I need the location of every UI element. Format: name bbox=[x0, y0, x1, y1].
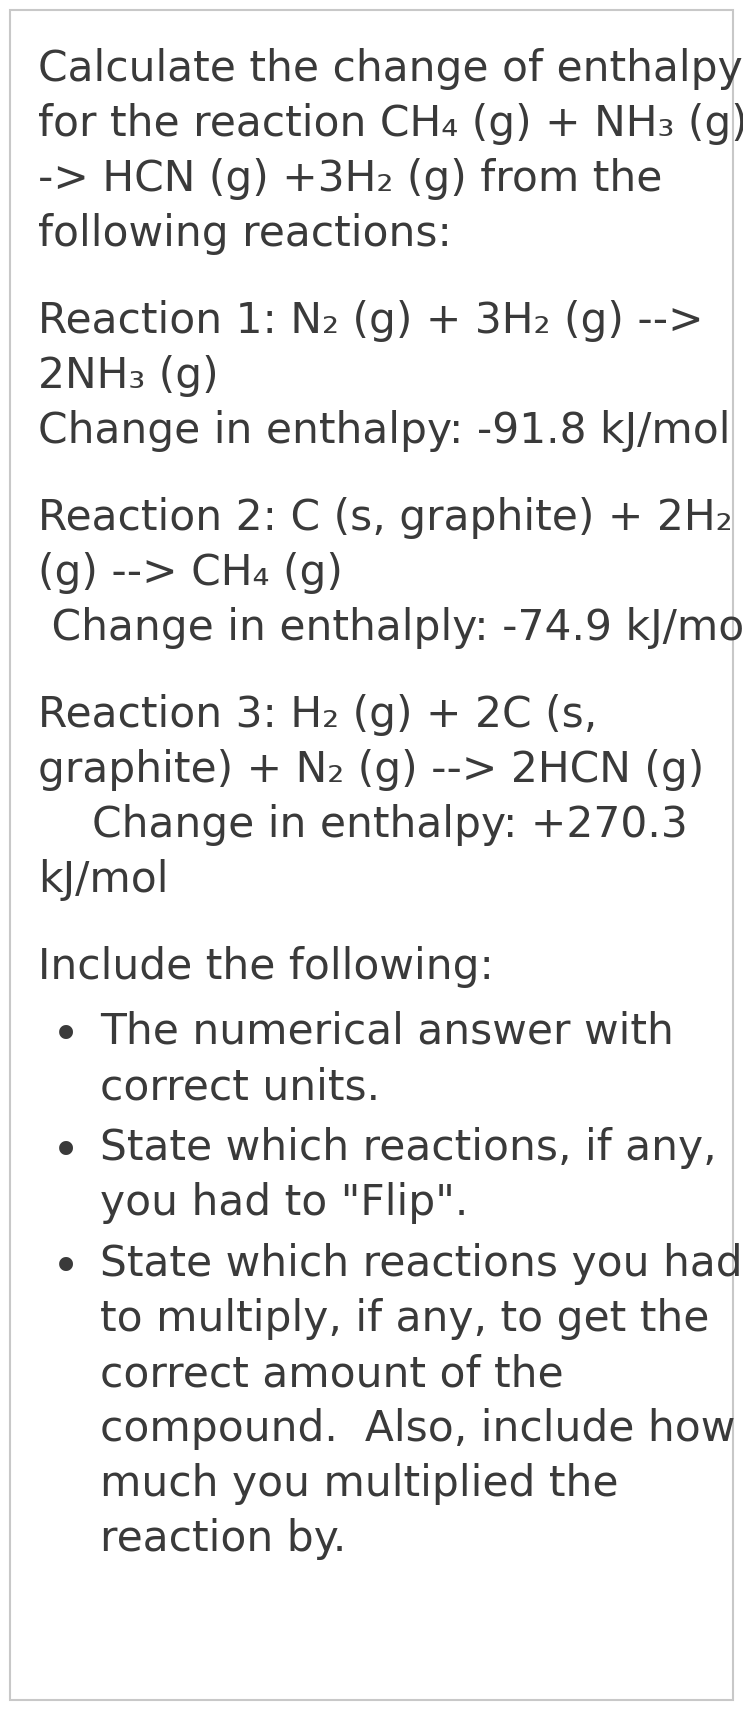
Text: you had to "Flip".: you had to "Flip". bbox=[100, 1182, 468, 1224]
Text: -> HCN (g) +3H₂ (g) from the: -> HCN (g) +3H₂ (g) from the bbox=[38, 157, 662, 200]
Text: graphite) + N₂ (g) --> 2HCN (g): graphite) + N₂ (g) --> 2HCN (g) bbox=[38, 749, 704, 792]
Text: correct units.: correct units. bbox=[100, 1065, 380, 1108]
Text: for the reaction CH₄ (g) + NH₃ (g) -: for the reaction CH₄ (g) + NH₃ (g) - bbox=[38, 103, 743, 145]
Text: Change in enthalply: -74.9 kJ/mol: Change in enthalply: -74.9 kJ/mol bbox=[38, 607, 743, 650]
Text: (g) --> CH₄ (g): (g) --> CH₄ (g) bbox=[38, 552, 343, 593]
Text: following reactions:: following reactions: bbox=[38, 214, 452, 255]
Text: Include the following:: Include the following: bbox=[38, 946, 494, 988]
Text: Change in enthalpy: -91.8 kJ/mol: Change in enthalpy: -91.8 kJ/mol bbox=[38, 410, 730, 451]
Text: •: • bbox=[52, 1245, 80, 1293]
Text: much you multiplied the: much you multiplied the bbox=[100, 1464, 618, 1505]
Text: to multiply, if any, to get the: to multiply, if any, to get the bbox=[100, 1298, 710, 1341]
Text: 2NH₃ (g): 2NH₃ (g) bbox=[38, 356, 218, 397]
Text: compound.  Also, include how: compound. Also, include how bbox=[100, 1407, 736, 1450]
Text: Reaction 1: N₂ (g) + 3H₂ (g) -->: Reaction 1: N₂ (g) + 3H₂ (g) --> bbox=[38, 299, 704, 342]
Text: State which reactions, if any,: State which reactions, if any, bbox=[100, 1127, 717, 1170]
Text: The numerical answer with: The numerical answer with bbox=[100, 1011, 674, 1053]
Text: Reaction 3: H₂ (g) + 2C (s,: Reaction 3: H₂ (g) + 2C (s, bbox=[38, 694, 597, 735]
Text: kJ/mol: kJ/mol bbox=[38, 858, 169, 901]
Text: correct amount of the: correct amount of the bbox=[100, 1353, 564, 1395]
Text: State which reactions you had: State which reactions you had bbox=[100, 1243, 742, 1284]
Text: •: • bbox=[52, 1129, 80, 1176]
Text: •: • bbox=[52, 1012, 80, 1060]
Text: Reaction 2: C (s, graphite) + 2H₂: Reaction 2: C (s, graphite) + 2H₂ bbox=[38, 498, 733, 539]
Text: Change in enthalpy: +270.3: Change in enthalpy: +270.3 bbox=[38, 804, 688, 846]
Text: reaction by.: reaction by. bbox=[100, 1518, 346, 1560]
Text: Calculate the change of enthalpy: Calculate the change of enthalpy bbox=[38, 48, 743, 91]
FancyBboxPatch shape bbox=[10, 10, 733, 1700]
